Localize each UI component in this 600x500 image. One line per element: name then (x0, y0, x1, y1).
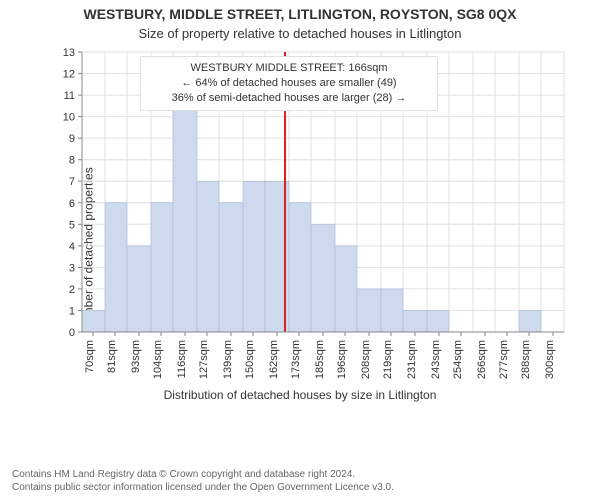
x-tick-label: 243sqm (430, 340, 442, 379)
x-tick-label: 196sqm (336, 340, 348, 379)
bar (519, 310, 541, 332)
x-axis-label: Distribution of detached houses by size … (0, 388, 600, 402)
x-tick-label: 219sqm (382, 340, 394, 379)
x-tick-label: 185sqm (314, 340, 326, 379)
y-tick-label: 6 (69, 198, 75, 210)
bar (243, 181, 265, 332)
bar (105, 203, 127, 332)
x-tick-label: 288sqm (520, 340, 532, 379)
x-tick-label: 173sqm (290, 340, 302, 379)
bar (197, 181, 219, 332)
annotation-box: WESTBURY MIDDLE STREET: 166sqm ← 64% of … (140, 56, 438, 111)
annotation-line-1: WESTBURY MIDDLE STREET: 166sqm (149, 61, 429, 76)
bar (335, 246, 357, 332)
x-tick-label: 162sqm (268, 340, 280, 379)
x-tick-label: 266sqm (476, 340, 488, 379)
y-tick-label: 11 (64, 90, 75, 102)
y-tick-label: 13 (63, 48, 75, 59)
y-tick-label: 3 (69, 262, 75, 274)
bar (427, 310, 449, 332)
y-tick-label: 4 (69, 241, 75, 253)
x-tick-label: 254sqm (452, 340, 464, 379)
footer-line-1: Contains HM Land Registry data © Crown c… (12, 468, 394, 481)
bar (289, 203, 311, 332)
bar (127, 246, 151, 332)
bar (403, 310, 427, 332)
y-tick-label: 0 (69, 327, 75, 339)
y-tick-label: 1 (69, 305, 75, 317)
x-tick-label: 104sqm (152, 340, 164, 379)
y-ticks: 012345678910111213 (63, 48, 82, 339)
figure-container: WESTBURY, MIDDLE STREET, LITLINGTON, ROY… (0, 0, 600, 500)
y-tick-label: 2 (69, 284, 75, 296)
chart-subtitle: Size of property relative to detached ho… (0, 26, 600, 41)
x-tick-label: 150sqm (244, 340, 256, 379)
bar (357, 289, 381, 332)
x-tick-label: 93sqm (130, 340, 142, 373)
x-tick-label: 300sqm (544, 340, 556, 379)
bar (151, 203, 173, 332)
x-tick-label: 277sqm (498, 340, 510, 379)
bar (381, 289, 403, 332)
footer-line-2: Contains public sector information licen… (12, 481, 394, 494)
bar (311, 224, 335, 332)
y-tick-label: 12 (63, 69, 75, 81)
x-tick-label: 231sqm (406, 340, 418, 379)
x-ticks: 70sqm 81sqm 93sqm 104sqm 116sqm 127sqm 139sqm 1… (84, 332, 556, 379)
x-tick-label: 70sqm (84, 340, 96, 373)
x-tick-label: 208sqm (360, 340, 372, 379)
chart-title: WESTBURY, MIDDLE STREET, LITLINGTON, ROY… (0, 6, 600, 22)
y-tick-label: 8 (69, 155, 75, 167)
x-tick-label: 116sqm (176, 340, 188, 378)
annotation-line-3: 36% of semi-detached houses are larger (… (149, 91, 429, 106)
x-tick-label: 127sqm (198, 340, 210, 379)
x-tick-label: 139sqm (222, 340, 234, 379)
y-tick-label: 5 (69, 219, 75, 231)
attribution-footer: Contains HM Land Registry data © Crown c… (12, 468, 394, 494)
bar (82, 310, 105, 332)
x-tick-label: 81sqm (106, 340, 118, 373)
annotation-line-2: ← 64% of detached houses are smaller (49… (149, 76, 429, 91)
y-tick-label: 10 (63, 112, 75, 124)
y-tick-label: 9 (69, 133, 75, 145)
bar (173, 95, 197, 332)
y-tick-label: 7 (69, 176, 75, 188)
bar (219, 203, 243, 332)
